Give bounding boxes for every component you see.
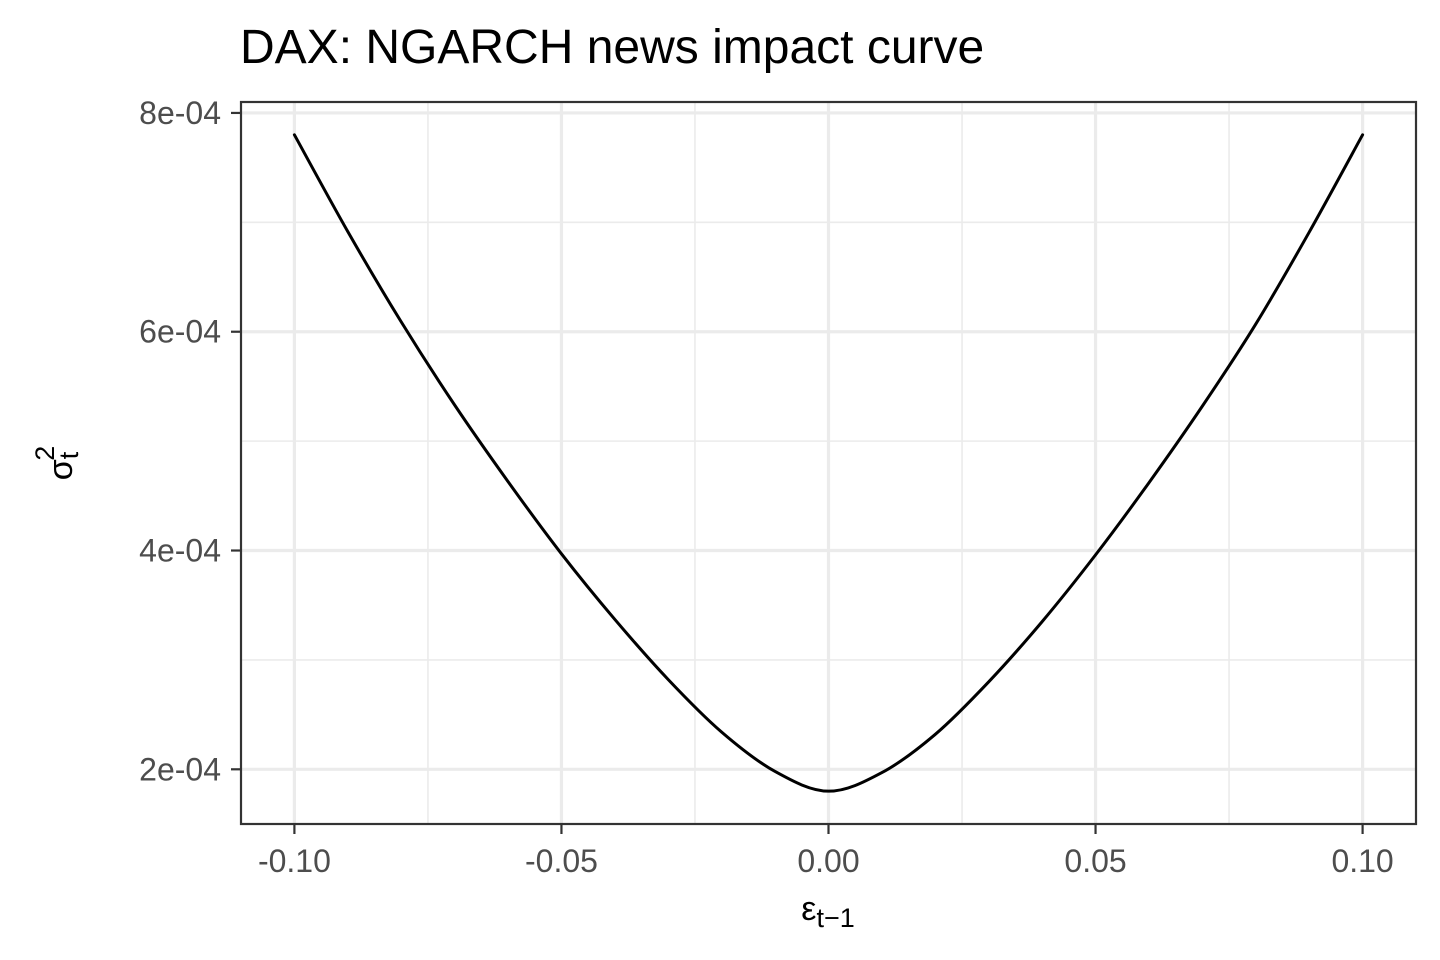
x-tick-label: 0.10 — [1331, 843, 1393, 879]
x-tick-label: -0.05 — [525, 843, 598, 879]
x-tick-label: 0.05 — [1064, 843, 1126, 879]
x-axis-label-subscript: t−1 — [816, 903, 854, 933]
chart-title: DAX: NGARCH news impact curve — [240, 21, 984, 74]
x-tick-label: 0.00 — [797, 843, 859, 879]
x-axis: -0.10 -0.05 0.00 0.05 0.10 — [258, 824, 1394, 879]
major-gridlines — [241, 102, 1416, 824]
x-tick-label: -0.10 — [258, 843, 331, 879]
y-axis-label: σt2 — [30, 446, 84, 481]
y-tick-label: 4e-04 — [139, 533, 221, 569]
series-group — [292, 133, 1365, 793]
y-tick-label: 6e-04 — [139, 314, 221, 350]
y-axis-label-subscript: t — [54, 451, 84, 459]
y-axis-label-superscript: 2 — [30, 446, 60, 461]
y-axis-label-text: σt2 — [30, 446, 84, 481]
series-line — [292, 133, 1365, 793]
y-axis-label-base: σ — [42, 459, 80, 480]
x-axis-label-base: ε — [801, 890, 816, 928]
y-tick-label: 2e-04 — [139, 751, 221, 787]
y-tick-label: 8e-04 — [139, 95, 221, 131]
y-axis: 2e-04 4e-04 6e-04 8e-04 — [139, 95, 241, 787]
x-axis-label: εt−1 — [801, 890, 854, 933]
